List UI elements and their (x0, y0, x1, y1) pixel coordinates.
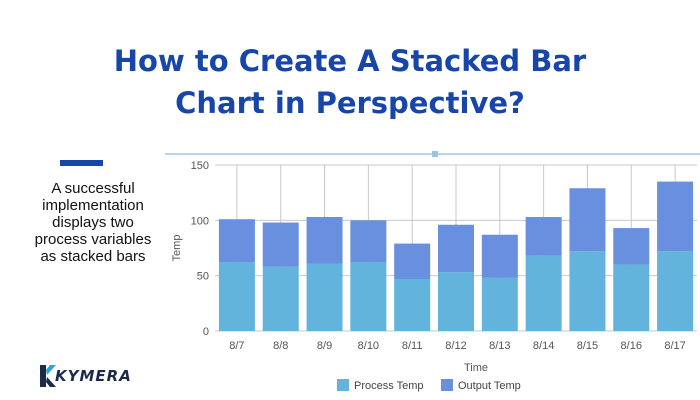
x-tick-label: 8/10 (358, 340, 379, 352)
headline-line-1: How to Create A Stacked Bar (113, 44, 587, 78)
bar-process-temp (350, 262, 387, 331)
bar-process-temp (525, 255, 562, 331)
caption-line-3: displays two (52, 214, 134, 231)
bar-process-temp (306, 263, 343, 331)
x-tick-label: 8/8 (273, 340, 288, 352)
y-tick-label: 150 (191, 160, 209, 172)
x-axis-title: Time (464, 362, 488, 374)
y-tick-label: 100 (191, 215, 209, 227)
accent-divider (60, 160, 103, 166)
caption-text: A successful implementation displays two… (20, 180, 166, 265)
x-tick-label: 8/17 (664, 340, 685, 352)
caption-line-5: as stacked bars (40, 248, 146, 265)
legend-swatch (441, 379, 453, 391)
bar-output-temp (306, 217, 343, 264)
bar-process-temp (481, 277, 518, 331)
x-tick-label: 8/12 (445, 340, 466, 352)
bar-output-temp (657, 181, 694, 252)
bar-output-temp (350, 220, 387, 263)
y-axis-title: Temp (171, 235, 183, 262)
bar-output-temp (262, 222, 299, 267)
stacked-bar-chart: 0 50 100 150 8/7 8/8 8/9 8/10 8/11 8/12 8/13 8/14 8/… (165, 151, 700, 392)
bar-process-temp (394, 278, 431, 331)
x-tick-label: 8/9 (317, 340, 332, 352)
bar-output-temp (613, 228, 650, 265)
page-headline: How to Create A Stacked Bar Chart in Per… (0, 40, 700, 124)
bar-output-temp (438, 224, 474, 273)
headline-line-2: Chart in Perspective? (175, 86, 525, 120)
x-tick-label: 8/11 (402, 340, 423, 352)
bar-process-temp (218, 262, 255, 331)
legend-swatch (337, 379, 349, 391)
bar-output-temp (481, 234, 518, 278)
bar-process-temp (613, 264, 650, 331)
legend-label: Process Temp (354, 380, 424, 392)
x-tick-label: 8/13 (489, 340, 510, 352)
kymera-logo-icon (40, 365, 56, 387)
bar-output-temp (218, 219, 255, 263)
legend-label: Output Temp (458, 380, 521, 392)
bar-output-temp (394, 243, 431, 279)
kymera-logo: KYMERA (38, 363, 132, 389)
caption-line-4: process variables (34, 231, 152, 248)
bar-process-temp (438, 272, 474, 331)
caption-line-1: A successful (51, 180, 135, 197)
x-tick-label: 8/7 (229, 340, 244, 352)
y-tick-label: 0 (203, 326, 209, 338)
x-tick-label: 8/14 (533, 340, 554, 352)
x-tick-label: 8/15 (577, 340, 598, 352)
bar-process-temp (569, 251, 606, 331)
bar-process-temp (657, 251, 694, 331)
bar-output-temp (525, 217, 562, 256)
x-tick-label: 8/16 (621, 340, 642, 352)
caption-line-2: implementation (42, 197, 144, 214)
logo-text: KYMERA (55, 367, 132, 385)
chart-resize-handle (432, 151, 438, 157)
bar-process-temp (262, 266, 299, 331)
y-tick-label: 50 (197, 271, 209, 283)
bar-output-temp (569, 188, 606, 252)
